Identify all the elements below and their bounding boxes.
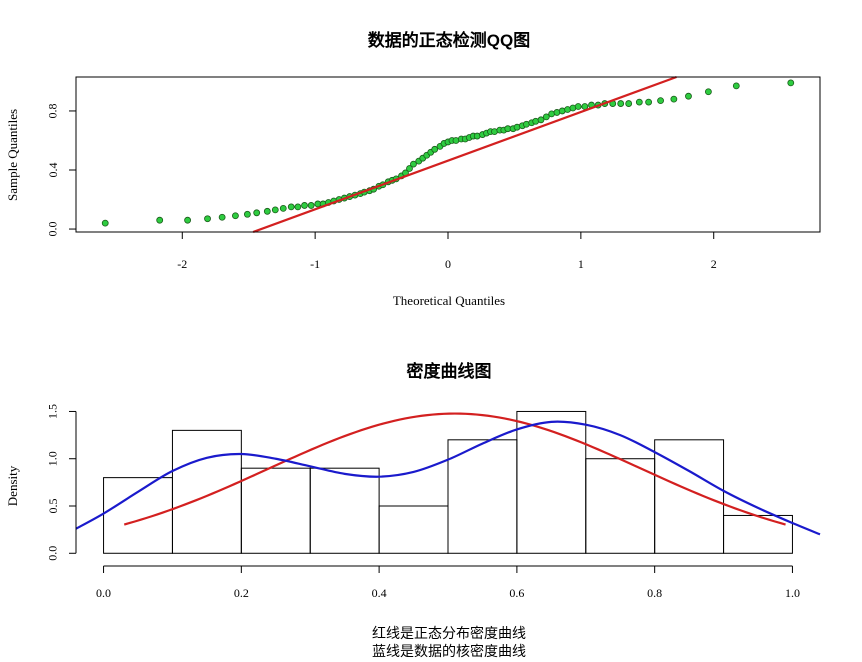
histogram-bar bbox=[171, 429, 242, 554]
histogram-bar bbox=[447, 439, 518, 554]
qq-title: 数据的正态检测QQ图 bbox=[368, 30, 530, 50]
qq-points bbox=[101, 79, 795, 227]
qq-x-tick-label: -2 bbox=[177, 257, 187, 271]
density-x-axis: 0.0 0.2 0.4 0.6 0.8 1.0 bbox=[96, 565, 800, 600]
histogram-bar bbox=[103, 477, 173, 554]
histogram-bars bbox=[103, 410, 793, 554]
histogram-bar bbox=[240, 467, 311, 554]
density-x-tick-label: 0.4 bbox=[372, 586, 387, 600]
histogram-bar bbox=[309, 467, 380, 554]
qq-y-tick-label: 0.8 bbox=[46, 103, 60, 118]
qq-point bbox=[294, 203, 302, 211]
qq-x-axis: -2 -1 0 1 2 bbox=[177, 231, 717, 271]
qq-point bbox=[101, 219, 109, 227]
caption-line-1: 红线是正态分布密度曲线 bbox=[372, 625, 526, 641]
qq-point bbox=[685, 92, 692, 100]
density-x-tick-label: 0.0 bbox=[96, 586, 111, 600]
qq-point bbox=[218, 213, 226, 221]
qq-point bbox=[705, 88, 712, 96]
qq-plot: 数据的正态检测QQ图 -2 -1 0 1 2 0.0 0.4 0.8 Theoretical… bbox=[5, 30, 821, 308]
density-y-tick-label: 0.5 bbox=[46, 499, 60, 514]
qq-plot-frame bbox=[75, 76, 821, 233]
qq-x-tick-label: 0 bbox=[445, 257, 451, 271]
qq-reference-line bbox=[252, 75, 677, 234]
qq-point bbox=[243, 210, 251, 218]
histogram-bar bbox=[654, 439, 725, 554]
qq-y-tick-label: 0.0 bbox=[46, 222, 60, 237]
qq-point bbox=[787, 79, 795, 87]
density-x-tick-label: 0.8 bbox=[647, 586, 662, 600]
qq-point bbox=[542, 113, 550, 121]
qq-point bbox=[263, 207, 271, 215]
qq-point bbox=[271, 206, 279, 214]
qq-point bbox=[301, 202, 308, 209]
qq-point bbox=[732, 82, 740, 90]
density-plot: 密度曲线图 0.0 0.2 0.4 0.6 0.8 1.0 0.0 0.5 1.0 1.5 De… bbox=[5, 361, 821, 600]
qq-point bbox=[625, 100, 633, 107]
qq-point bbox=[406, 165, 413, 172]
density-y-label: Density bbox=[5, 465, 20, 506]
qq-y-tick-label: 0.4 bbox=[46, 163, 60, 178]
density-x-tick-label: 0.6 bbox=[509, 586, 524, 600]
qq-point bbox=[204, 215, 211, 223]
qq-point bbox=[657, 97, 664, 105]
qq-x-tick-label: 2 bbox=[711, 257, 717, 271]
histogram-bar bbox=[516, 410, 587, 554]
qq-point bbox=[574, 103, 582, 110]
qq-point bbox=[645, 98, 653, 106]
qq-y-axis: 0.0 0.4 0.8 bbox=[46, 103, 77, 237]
qq-line-segment bbox=[252, 75, 677, 234]
qq-x-tick-label: -1 bbox=[310, 257, 320, 271]
density-x-tick-label: 1.0 bbox=[785, 586, 800, 600]
density-y-tick-label: 1.0 bbox=[46, 451, 60, 466]
normal-density-curve bbox=[123, 412, 786, 526]
qq-y-label: Sample Quantiles bbox=[5, 109, 20, 201]
qq-point bbox=[410, 160, 417, 168]
qq-point bbox=[253, 209, 261, 217]
qq-x-tick-label: 1 bbox=[578, 257, 584, 271]
density-y-tick-label: 1.5 bbox=[46, 404, 60, 419]
qq-point bbox=[279, 204, 287, 212]
qq-point bbox=[537, 116, 545, 124]
density-x-tick-label: 0.2 bbox=[234, 586, 249, 600]
density-title: 密度曲线图 bbox=[407, 361, 492, 381]
histogram-bar bbox=[585, 458, 656, 554]
qq-point bbox=[307, 202, 315, 209]
qq-point bbox=[287, 203, 295, 211]
histogram-bar bbox=[378, 505, 449, 554]
kernel-density-curve bbox=[75, 420, 821, 536]
qq-x-label: Theoretical Quantiles bbox=[393, 293, 505, 308]
qq-point bbox=[232, 212, 239, 220]
qq-point bbox=[156, 216, 164, 224]
qq-point bbox=[431, 145, 439, 153]
density-y-axis: 0.0 0.5 1.0 1.5 bbox=[46, 404, 77, 561]
qq-point bbox=[635, 98, 643, 106]
density-y-tick-label: 0.0 bbox=[46, 546, 60, 561]
normal-curve-path bbox=[123, 412, 786, 526]
caption-line-2: 蓝线是数据的核密度曲线 bbox=[372, 643, 526, 659]
histogram-bar bbox=[723, 514, 793, 554]
qq-point bbox=[184, 216, 192, 224]
kde-curve-path bbox=[75, 420, 821, 536]
qq-point bbox=[670, 95, 678, 103]
qq-point bbox=[617, 100, 625, 107]
